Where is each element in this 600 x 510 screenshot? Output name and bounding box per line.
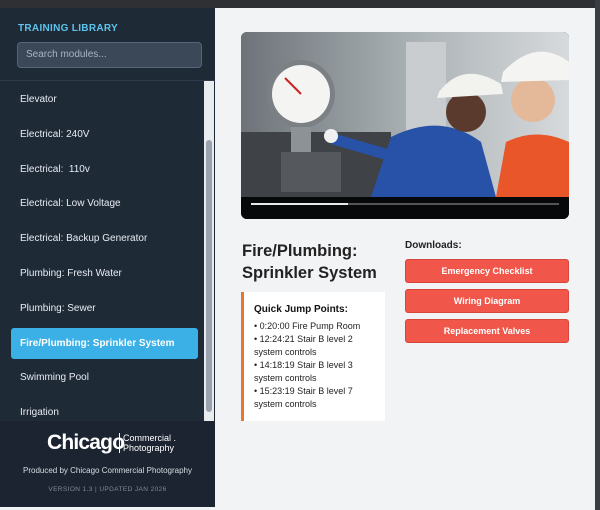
module-item[interactable]: Electrical: Low Voltage [20,198,121,210]
credit-name: Chicago Commercial Photography [70,466,192,475]
module-list: Elevator Electrical: 240V Electrical: 110v… [0,81,204,421]
logo-line: Commercial . [123,433,177,443]
module-item[interactable]: Elevator [20,94,57,105]
divider [0,80,215,81]
jump-point[interactable]: • 15:23:19 Stair B level 7 system contro… [254,386,353,409]
version: VERSION 1.3 | UPDATED JAN 2026 [48,486,167,493]
video-frame [241,32,569,219]
credit-label: Produced by [23,466,68,475]
download-button[interactable]: Emergency Checklist [405,259,569,283]
video-player[interactable] [241,32,569,219]
jump-title: Quick Jump Points: [254,304,348,315]
module-item[interactable]: Fire/Plumbing: Sprinkler System [11,327,198,359]
module-item[interactable]: Swimming Pool [20,372,89,384]
jump-points: • 0:20:00 Fire Pump Room • 12:24:21 Stair… [254,320,385,411]
download-button[interactable]: Wiring Diagram [405,289,569,313]
module-item[interactable]: Plumbing: Fresh Water [20,268,122,279]
module-item[interactable]: Plumbing: Sewer [20,302,96,314]
logo: Chicago Commercial . Photography [47,431,176,455]
sidebar-footer: Chicago Commercial . Photography Produced… [0,421,215,507]
module-item[interactable]: Electrical: 110v [20,163,90,175]
sidebar-title: TRAINING LIBRARY [18,23,118,34]
logo-main: Chicago [47,431,125,454]
logo-line: Photography [123,443,175,453]
module-item[interactable]: Irrigation [20,407,59,419]
credit: Produced by Chicago Commercial Photograp… [0,466,215,475]
module-title: Fire/Plumbing: Sprinkler System [242,242,377,282]
sidebar: TRAINING LIBRARY Search modules... Eleva… [0,8,215,507]
jump-point[interactable]: • 0:20:00 Fire Pump Room [254,321,361,331]
jump-point[interactable]: • 12:24:21 Stair B level 2 system contro… [254,334,353,357]
downloads-title: Downloads: [405,240,462,251]
window-top-bar [0,0,600,8]
search-input[interactable]: Search modules... [17,42,202,68]
download-button[interactable]: Replacement Valves [405,319,569,343]
module-item[interactable]: Electrical: 240V [20,128,90,140]
window-edge [595,0,600,510]
jump-box: Quick Jump Points: • 0:20:00 Fire Pump R… [241,292,385,421]
scrollbar-thumb[interactable] [206,140,212,412]
logo-sub: Commercial . Photography [119,433,176,453]
jump-point[interactable]: • 14:18:19 Stair B level 3 system contro… [254,360,353,383]
module-item[interactable]: Electrical: Backup Generator [20,233,148,245]
